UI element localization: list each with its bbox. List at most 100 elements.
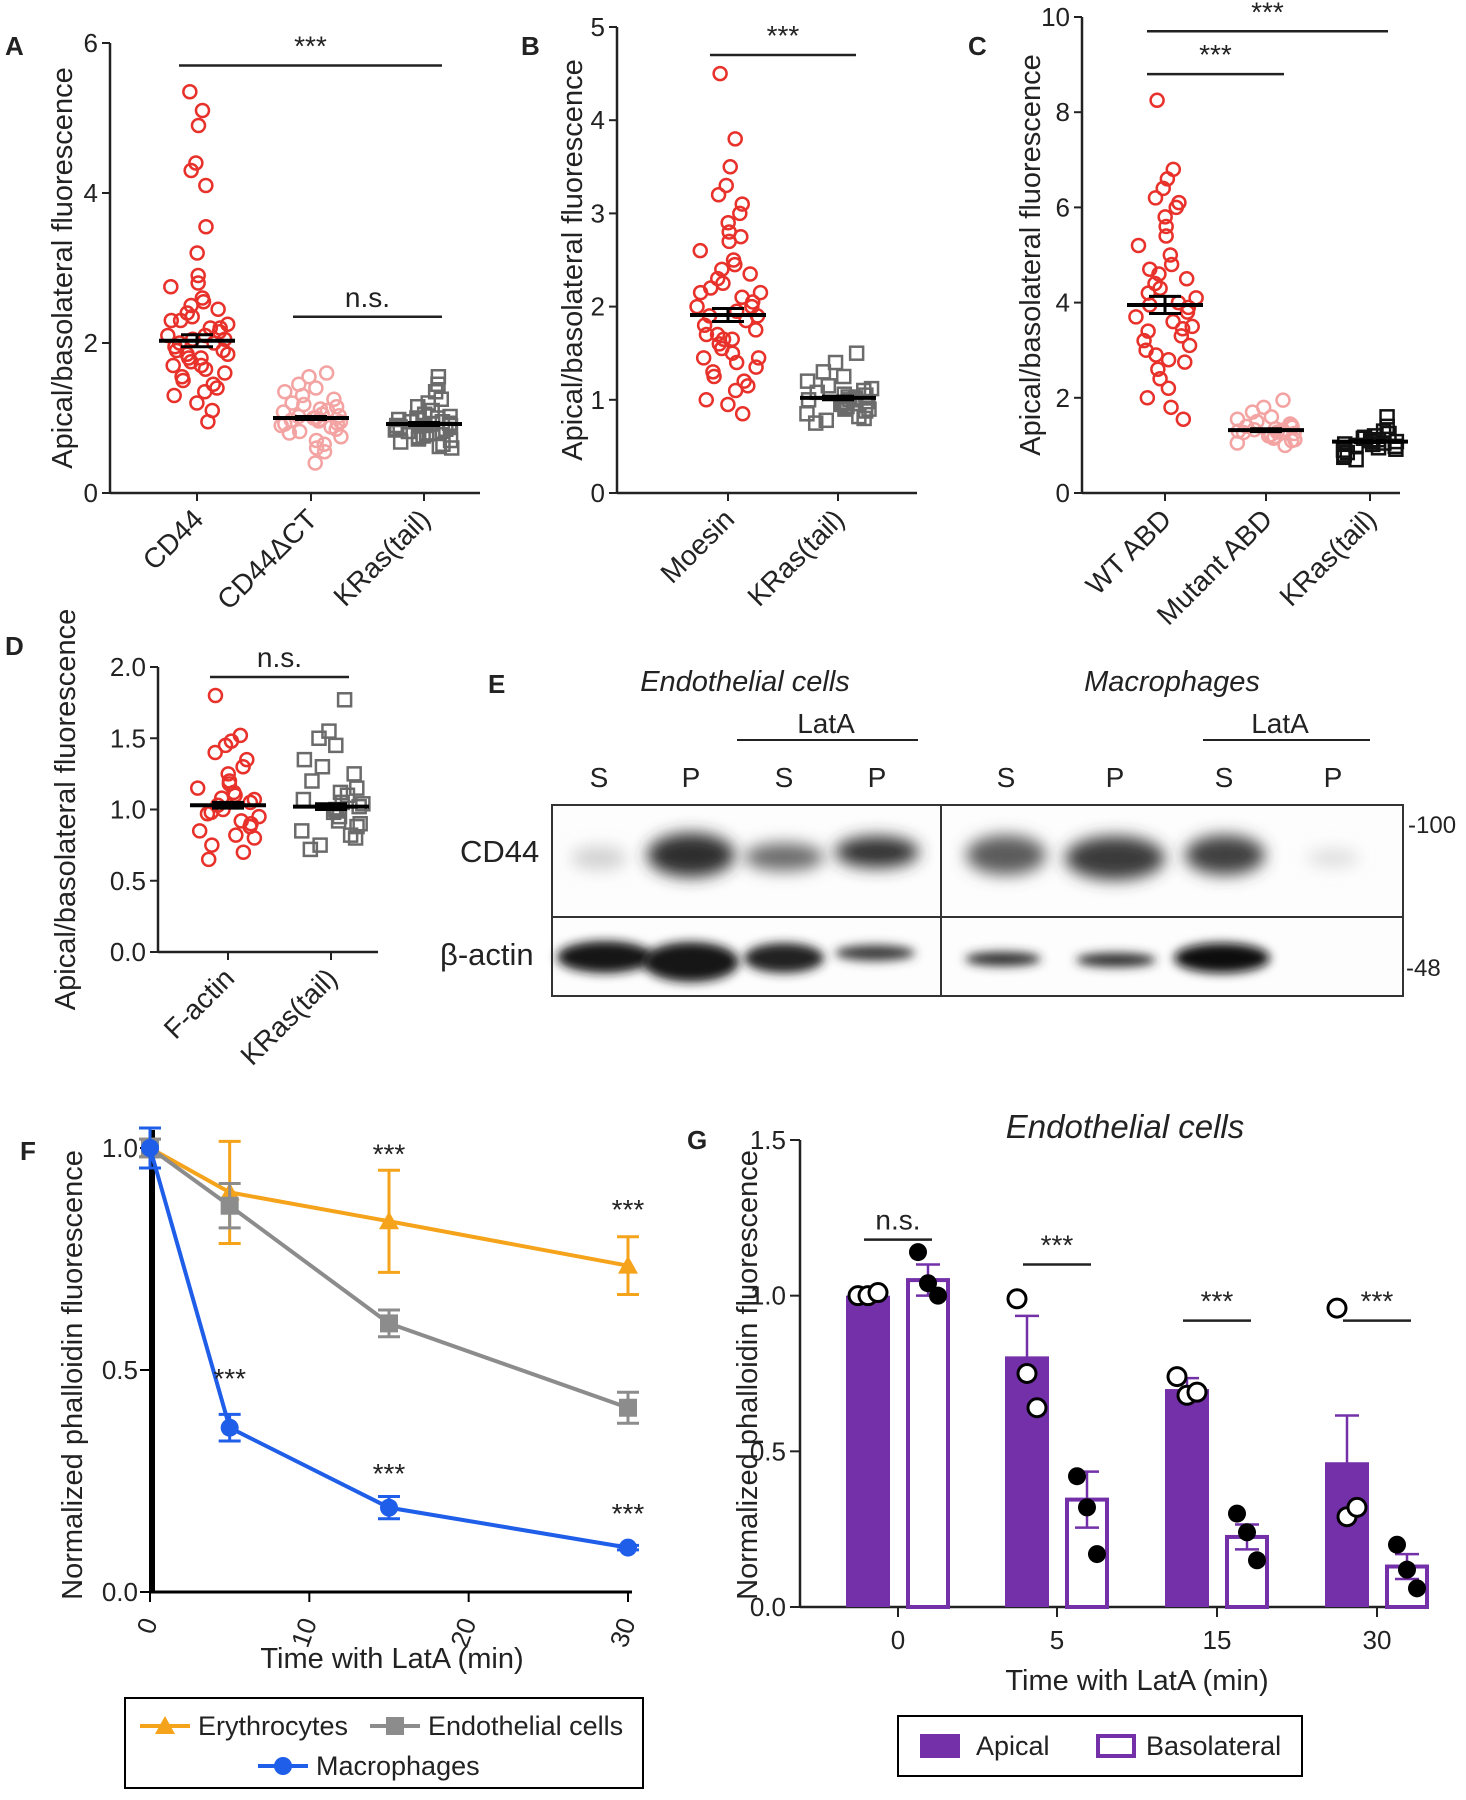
western-blot: Endothelial cells Macrophages LatA LatA … bbox=[440, 666, 1456, 997]
data-point bbox=[194, 102, 211, 119]
data-point bbox=[308, 380, 324, 396]
band-cd44-3 bbox=[744, 843, 824, 871]
data-point bbox=[182, 84, 198, 100]
data-point bbox=[706, 368, 722, 385]
y-axis-label: Normalized phalloidin fluorescence bbox=[57, 1150, 89, 1600]
y-tick-label: 8 bbox=[1056, 97, 1070, 127]
blot-row-actin: β-actin bbox=[440, 937, 534, 972]
blot-group-endothelial: Endothelial cells bbox=[640, 666, 850, 698]
data-point bbox=[909, 1243, 927, 1262]
data-point bbox=[415, 428, 431, 444]
y-tick-label: 0.0 bbox=[110, 937, 146, 967]
band-cd44-7 bbox=[1185, 835, 1265, 875]
data-point bbox=[355, 796, 371, 812]
legend-marker bbox=[155, 1716, 175, 1734]
data-point bbox=[712, 65, 728, 82]
x-category-label: 15 bbox=[1203, 1625, 1232, 1655]
data-point bbox=[207, 744, 223, 761]
data-point bbox=[342, 827, 359, 843]
x-tick-label: 30 bbox=[604, 1614, 642, 1651]
panel-letter-d: D bbox=[5, 631, 24, 661]
data-point bbox=[1140, 323, 1156, 339]
data-point bbox=[246, 830, 263, 846]
panel-letter-e: E bbox=[488, 669, 505, 699]
legend-swatch-basolateral bbox=[1096, 1734, 1136, 1758]
data-point bbox=[696, 317, 713, 333]
y-axis-label: Normalized phalloidin fluorescence bbox=[732, 1150, 764, 1600]
data-point bbox=[190, 117, 207, 134]
bar-apical bbox=[1005, 1356, 1049, 1607]
data-point bbox=[330, 813, 347, 829]
data-point bbox=[1248, 1551, 1266, 1570]
data-point bbox=[190, 275, 206, 291]
data-point bbox=[827, 354, 844, 371]
y-tick-label: 1.5 bbox=[110, 723, 146, 753]
data-point bbox=[302, 841, 319, 858]
chart-d: 0.0 0.5 1.0 1.5 2.0 Apical/basolateral fluore… bbox=[50, 609, 378, 1071]
panel-letter-g: G bbox=[687, 1125, 707, 1155]
panel-letter-c: C bbox=[968, 31, 987, 61]
data-point bbox=[1398, 1560, 1416, 1579]
data-point bbox=[799, 373, 816, 389]
chart-g: Endothelial cells 0.0 0.5 1.0 1.5Normalized … bbox=[732, 1108, 1429, 1777]
data-point bbox=[818, 412, 835, 429]
data-point bbox=[689, 298, 705, 315]
data-point bbox=[392, 419, 408, 435]
legend-marker bbox=[386, 1717, 404, 1735]
data-point bbox=[1130, 237, 1147, 254]
significance-label: *** bbox=[612, 1194, 645, 1225]
data-point bbox=[443, 440, 460, 456]
data-point bbox=[217, 737, 234, 754]
x-axis-label: Time with LatA (min) bbox=[1005, 1665, 1268, 1697]
data-point bbox=[189, 395, 205, 411]
data-point bbox=[220, 766, 236, 782]
data-point bbox=[1147, 190, 1164, 206]
data-point bbox=[1016, 1363, 1038, 1384]
significance-label: n.s. bbox=[257, 642, 302, 673]
lane-label: S bbox=[590, 762, 609, 793]
blot-row-cd44: CD44 bbox=[460, 834, 539, 869]
data-point bbox=[1157, 209, 1173, 225]
bar-basolateral bbox=[906, 1278, 950, 1609]
y-axis-label: Apical/basolateral fluorescence bbox=[557, 59, 589, 460]
data-point bbox=[698, 326, 715, 343]
legend-label: Apical bbox=[976, 1731, 1050, 1761]
data-point bbox=[328, 399, 345, 415]
significance-label: *** bbox=[612, 1498, 645, 1529]
data-point bbox=[1174, 321, 1191, 337]
data-point bbox=[1006, 1288, 1028, 1310]
data-point bbox=[619, 1538, 637, 1557]
data-point bbox=[1163, 399, 1179, 416]
data-point bbox=[748, 322, 764, 338]
data-point bbox=[301, 369, 317, 385]
data-point bbox=[172, 312, 189, 329]
data-point bbox=[347, 830, 364, 846]
x-category-label: KRas(tail) bbox=[327, 503, 436, 612]
data-point bbox=[165, 357, 181, 374]
data-point bbox=[619, 1398, 637, 1417]
data-point bbox=[1088, 1545, 1106, 1564]
data-point bbox=[715, 331, 732, 347]
data-point bbox=[727, 382, 744, 399]
data-point bbox=[698, 392, 714, 408]
y-axis-label: Apical/basolateral fluorescence bbox=[1015, 54, 1047, 455]
data-point bbox=[1238, 1523, 1256, 1542]
data-point bbox=[727, 131, 743, 147]
y-tick-label: 1.0 bbox=[750, 1281, 786, 1311]
data-point bbox=[1155, 180, 1171, 197]
data-point bbox=[1388, 1535, 1406, 1554]
legend-label: Basolateral bbox=[1146, 1731, 1281, 1761]
significance-label: *** bbox=[1361, 1286, 1394, 1317]
lane-label: P bbox=[868, 762, 887, 793]
data-point bbox=[724, 345, 741, 361]
y-tick-label: 6 bbox=[1056, 192, 1070, 222]
data-point bbox=[200, 851, 217, 868]
y-tick-label: 5 bbox=[591, 12, 605, 42]
data-point bbox=[141, 1139, 159, 1157]
data-point bbox=[692, 242, 709, 259]
y-tick-label: 1 bbox=[591, 385, 605, 415]
significance-label: *** bbox=[373, 1458, 406, 1489]
data-point bbox=[710, 187, 727, 203]
data-point bbox=[206, 335, 222, 351]
data-point bbox=[314, 759, 331, 775]
